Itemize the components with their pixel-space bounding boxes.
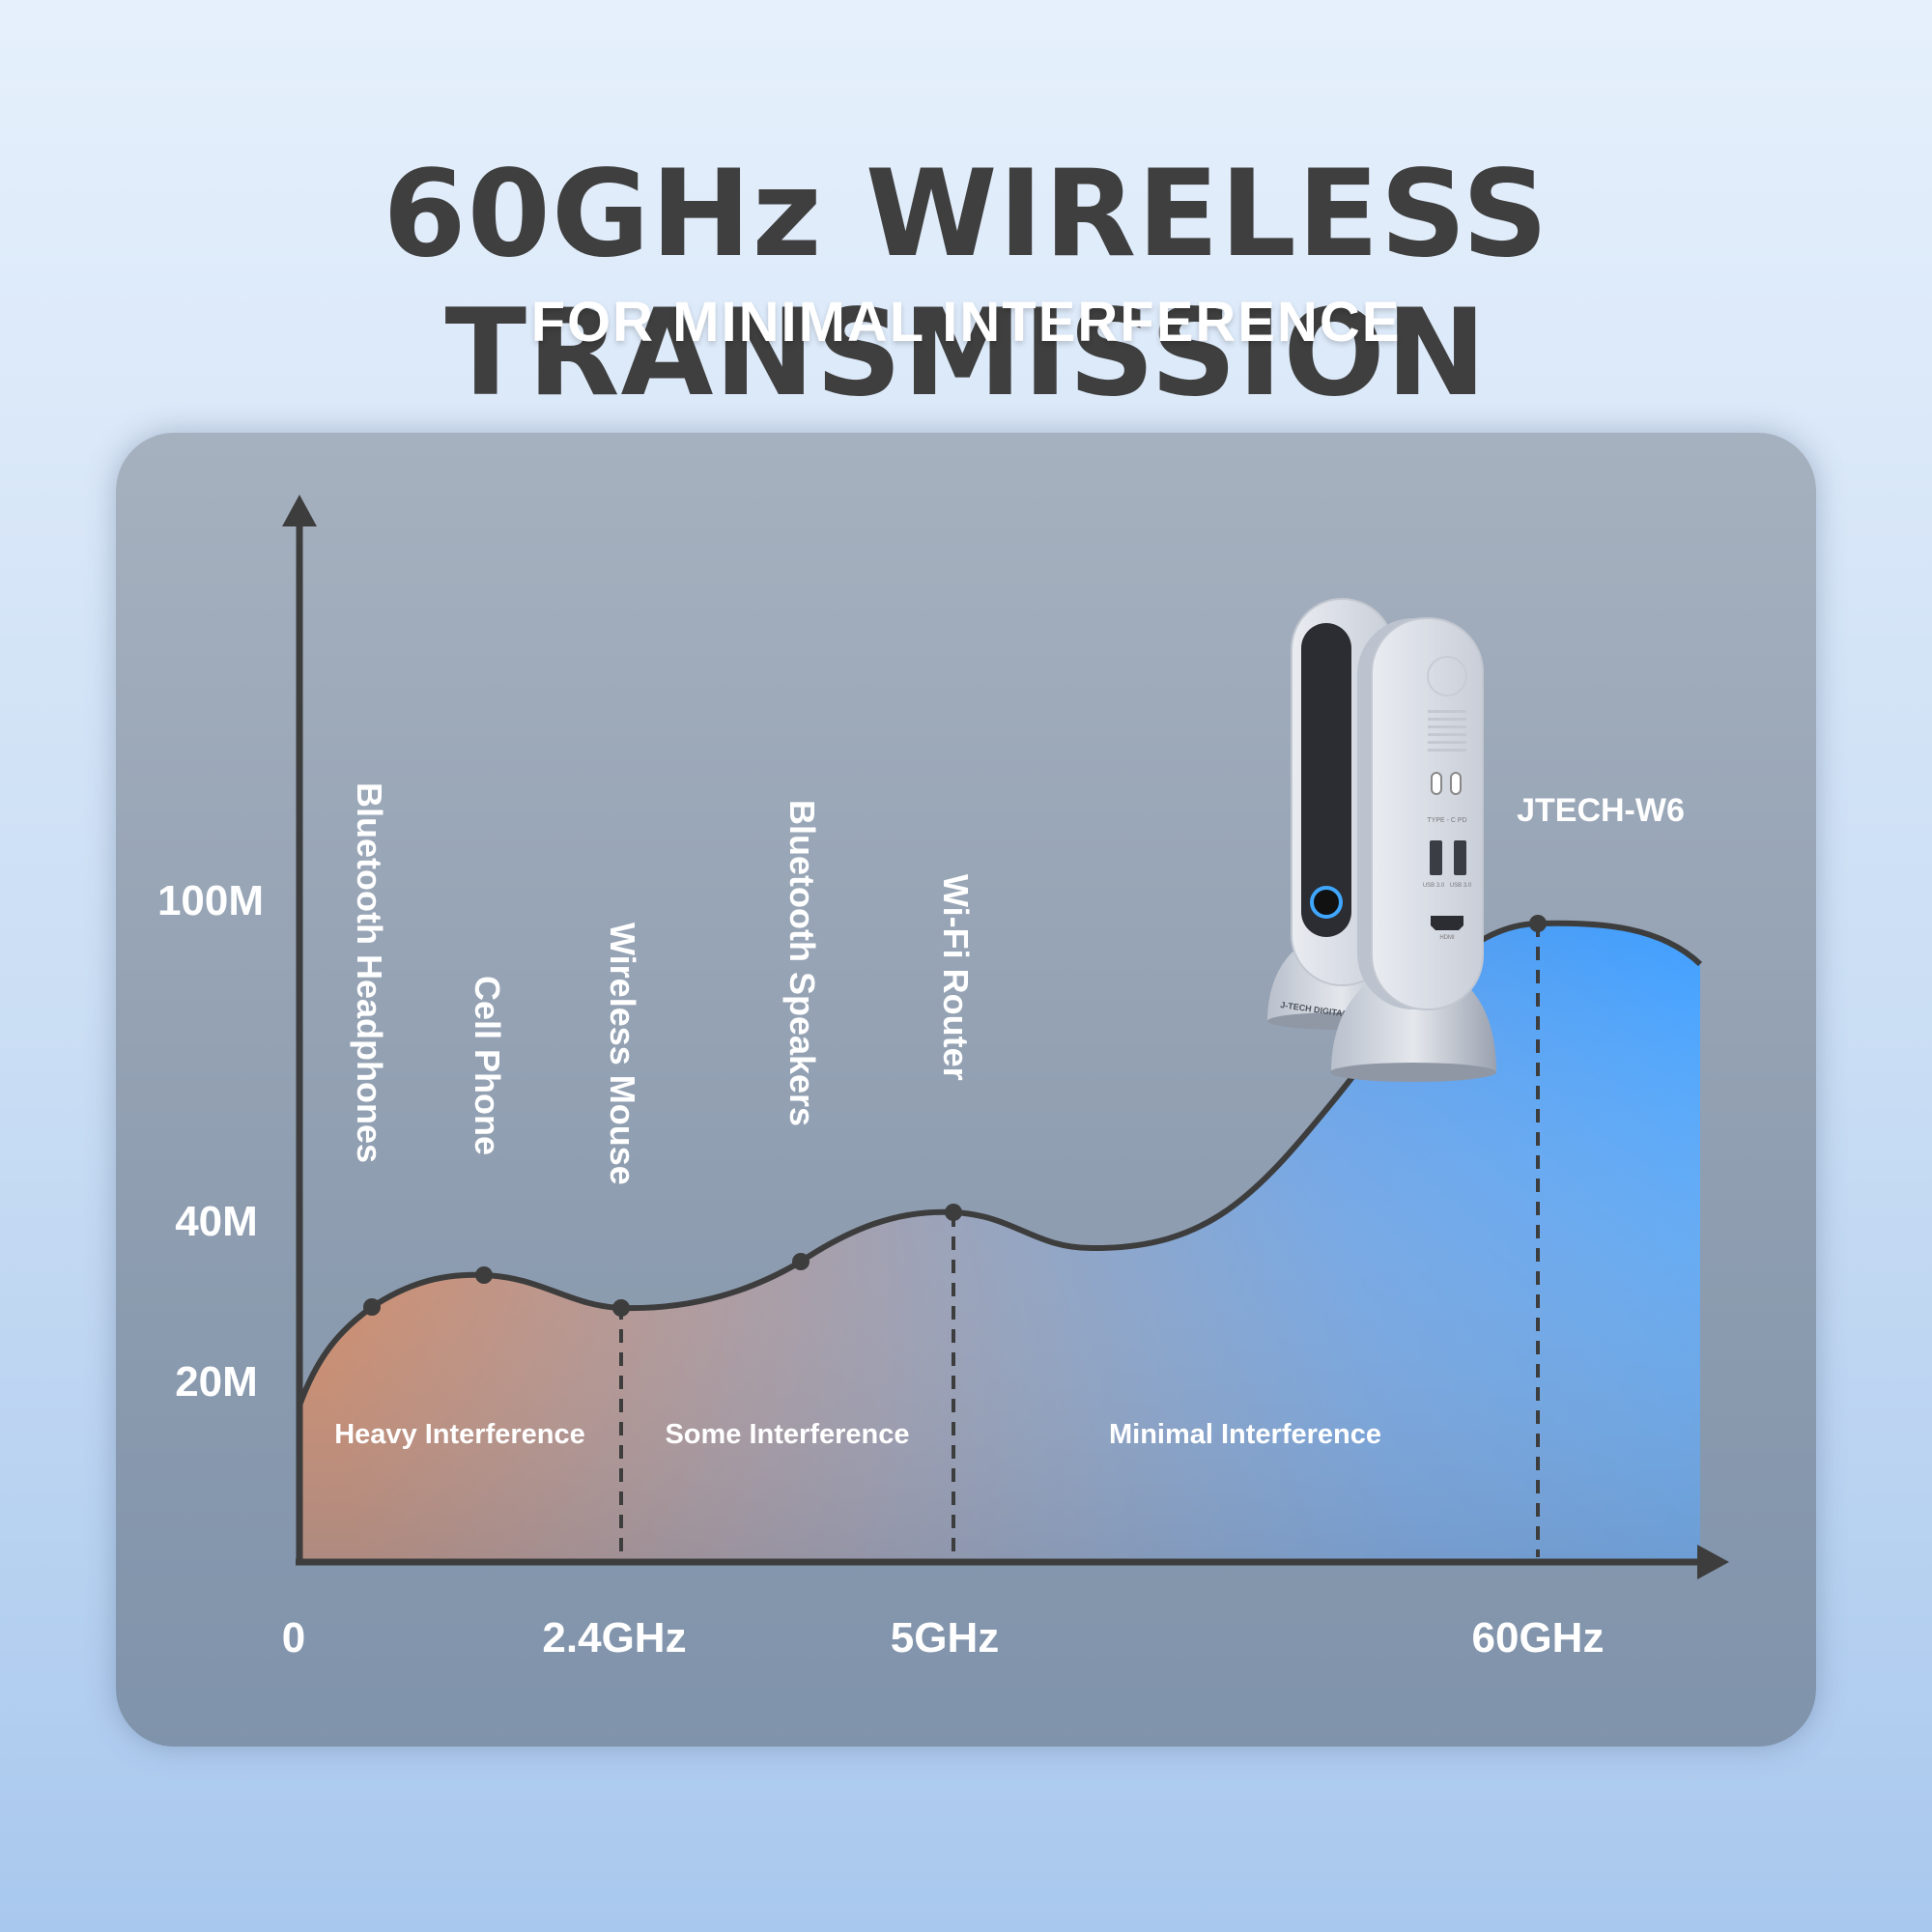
usb-a-port-icon [1454, 840, 1466, 875]
x-axis-arrow [1697, 1545, 1729, 1579]
y-tick-label: 100M [157, 877, 264, 924]
page-title: 60GHz WIRELESS TRANSMISSION [383, 145, 1549, 423]
curve-point [475, 1266, 493, 1284]
y-tick-label: 40M [175, 1198, 258, 1245]
port-label-usb: USB 3.0 [1450, 883, 1472, 889]
device-label-cell-phone: Cell Phone [468, 976, 507, 1155]
y-axis-arrow [282, 495, 317, 526]
usb-a-port-icon [1430, 840, 1442, 875]
x-tick-label: 5GHz [891, 1614, 999, 1662]
curve-point [612, 1299, 630, 1317]
usb-c-port-icon [1431, 772, 1442, 795]
hdmi-port-icon [1431, 916, 1463, 930]
curve-point [792, 1253, 810, 1270]
product-label: JTECH-W6 [1517, 792, 1685, 829]
device-label-wifi-router: Wi-Fi Router [936, 874, 976, 1081]
x-tick-label: 60GHz [1472, 1614, 1605, 1662]
device-label-bluetooth-headphones: Bluetooth Headphones [350, 782, 389, 1163]
port-label-usb: USB 3.0 [1423, 883, 1445, 889]
port-label-type-c: TYPE - C PD [1427, 817, 1466, 824]
power-button-icon [1310, 886, 1343, 919]
port-label-hdmi: HDMI [1439, 935, 1455, 941]
zone-label-some: Some Interference [665, 1419, 909, 1450]
curve-point [1529, 915, 1547, 932]
curve-point [945, 1204, 962, 1221]
x-tick-label: 2.4GHz [542, 1614, 686, 1662]
usb-c-port-icon [1450, 772, 1462, 795]
device-label-bluetooth-speakers: Bluetooth Speakers [782, 800, 822, 1126]
page-subtitle: FOR MINIMAL INTERFERENCE [530, 291, 1402, 354]
x-tick-label: 0 [282, 1614, 305, 1662]
product-image: J-TECH DIGITAL TYPE - C PD USB 3.0 USB 3… [1267, 598, 1496, 1082]
y-tick-label: 20M [175, 1358, 258, 1406]
zone-label-heavy: Heavy Interference [334, 1419, 585, 1450]
zone-label-minimal: Minimal Interference [1109, 1419, 1381, 1450]
interference-area-shade [299, 923, 1700, 1562]
curve-point [363, 1298, 381, 1316]
device-label-wireless-mouse: Wireless Mouse [603, 923, 642, 1185]
